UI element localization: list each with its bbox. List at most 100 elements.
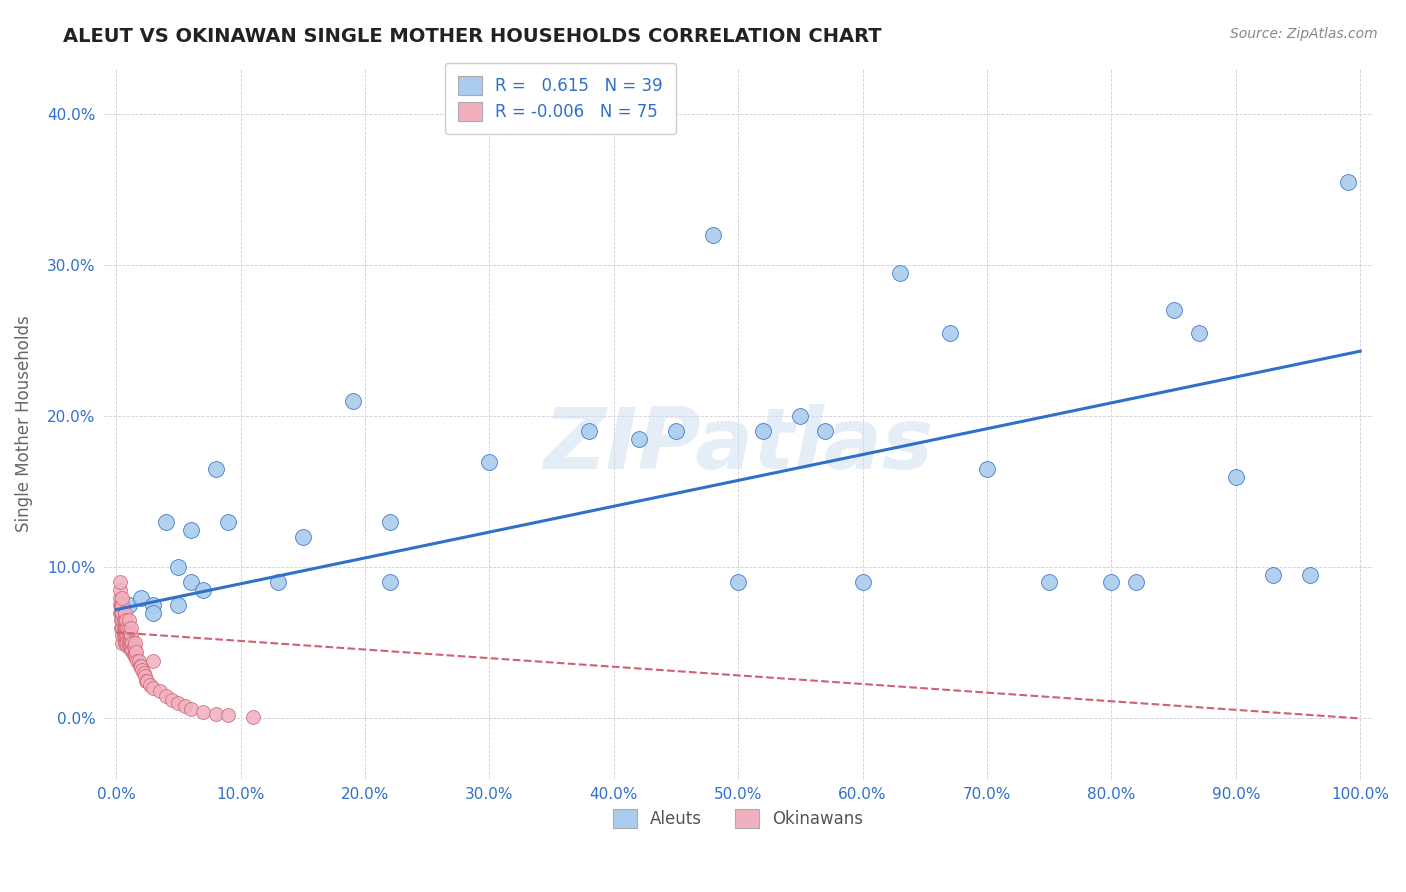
Point xyxy=(665,424,688,438)
Point xyxy=(112,621,135,635)
Point xyxy=(117,621,139,635)
Point xyxy=(1187,326,1209,340)
Point xyxy=(117,639,139,653)
Point xyxy=(1263,567,1285,582)
Point xyxy=(132,666,155,681)
Point xyxy=(120,643,142,657)
Point xyxy=(180,575,202,590)
Point xyxy=(108,591,131,605)
Point xyxy=(342,394,364,409)
Point xyxy=(117,621,139,635)
Point xyxy=(108,582,131,597)
Point xyxy=(114,636,136,650)
Point xyxy=(110,621,132,635)
Point xyxy=(128,658,150,673)
Point xyxy=(193,706,215,720)
Point xyxy=(115,636,138,650)
Point xyxy=(118,632,141,647)
Point xyxy=(124,648,146,662)
Point xyxy=(111,636,134,650)
Point xyxy=(1299,567,1322,582)
Text: Source: ZipAtlas.com: Source: ZipAtlas.com xyxy=(1230,27,1378,41)
Point xyxy=(135,673,157,688)
Point xyxy=(111,621,134,635)
Point xyxy=(120,621,142,635)
Point xyxy=(114,613,136,627)
Point xyxy=(160,693,183,707)
Point xyxy=(115,628,138,642)
Point xyxy=(752,424,775,438)
Point xyxy=(1038,575,1060,590)
Point xyxy=(124,636,146,650)
Point xyxy=(814,424,837,438)
Point xyxy=(129,658,152,673)
Point xyxy=(155,689,177,703)
Point xyxy=(180,523,202,537)
Point xyxy=(142,681,165,696)
Legend: Aleuts, Okinawans: Aleuts, Okinawans xyxy=(607,802,870,835)
Point xyxy=(108,575,131,590)
Point xyxy=(128,654,150,668)
Point xyxy=(112,628,135,642)
Point xyxy=(117,598,139,612)
Point xyxy=(142,598,165,612)
Point xyxy=(108,606,131,620)
Point xyxy=(889,266,911,280)
Point xyxy=(134,669,156,683)
Point xyxy=(142,654,165,668)
Point xyxy=(578,424,600,438)
Point xyxy=(139,678,162,692)
Point xyxy=(115,613,138,627)
Point xyxy=(173,699,195,714)
Point xyxy=(1099,575,1122,590)
Point xyxy=(129,591,152,605)
Point xyxy=(117,613,139,627)
Point xyxy=(136,673,159,688)
Point xyxy=(217,708,239,723)
Point xyxy=(167,697,190,711)
Point xyxy=(122,639,145,653)
Point xyxy=(111,613,134,627)
Point xyxy=(1125,575,1147,590)
Point xyxy=(114,628,136,642)
Point xyxy=(180,702,202,716)
Point xyxy=(117,627,139,641)
Point xyxy=(142,606,165,620)
Point xyxy=(112,613,135,627)
Point xyxy=(852,575,875,590)
Point xyxy=(193,582,215,597)
Point xyxy=(117,632,139,647)
Point xyxy=(117,632,139,647)
Point xyxy=(204,462,226,476)
Point xyxy=(155,515,177,529)
Point xyxy=(114,621,136,635)
Point xyxy=(167,598,190,612)
Point xyxy=(110,598,132,612)
Point xyxy=(938,326,960,340)
Point xyxy=(115,621,138,635)
Point xyxy=(118,639,141,653)
Point xyxy=(976,462,998,476)
Point xyxy=(1163,303,1185,318)
Point xyxy=(1225,469,1247,483)
Point xyxy=(627,432,650,446)
Point xyxy=(121,636,143,650)
Point xyxy=(167,560,190,574)
Point xyxy=(108,598,131,612)
Point xyxy=(111,598,134,612)
Point xyxy=(125,651,148,665)
Point xyxy=(217,515,239,529)
Point xyxy=(117,639,139,653)
Point xyxy=(120,628,142,642)
Text: ZIPatlas: ZIPatlas xyxy=(543,403,934,486)
Point xyxy=(110,606,132,620)
Point xyxy=(789,409,811,424)
Point xyxy=(1337,175,1360,189)
Point xyxy=(267,575,290,590)
Point xyxy=(149,684,172,698)
Point xyxy=(242,710,264,724)
Point xyxy=(114,606,136,620)
Point xyxy=(111,628,134,642)
Point xyxy=(378,575,401,590)
Point xyxy=(120,636,142,650)
